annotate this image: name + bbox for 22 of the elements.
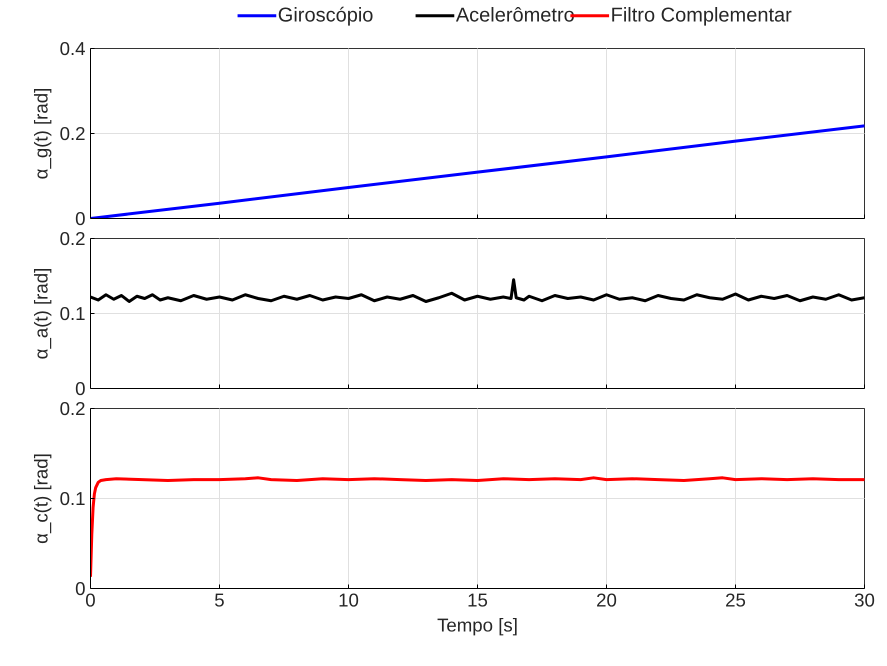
y-tick-label: 0.1	[60, 303, 86, 324]
legend-label: Acelerômetro	[456, 4, 575, 27]
x-tick-label: 10	[338, 590, 359, 610]
x-tick-label: 5	[214, 590, 225, 610]
y-axis-title: α_g(t) [rad]	[30, 88, 52, 180]
x-tick-label: 20	[596, 590, 617, 610]
line-series	[90, 476, 864, 578]
y-tick-label: 0.1	[60, 488, 86, 509]
y-tick-label: 0.2	[60, 228, 86, 249]
y-axis-title: α_c(t) [rad]	[30, 453, 52, 544]
x-axis-title: Tempo [s]	[437, 614, 518, 636]
x-tick-label: 15	[467, 590, 488, 610]
y-tick-label: 0.4	[60, 38, 86, 59]
x-tick-label: 30	[854, 590, 875, 610]
y-axis-title: α_a(t) [rad]	[30, 268, 52, 360]
y-tick-label: 0	[75, 208, 86, 229]
y-tick-label: 0	[75, 378, 86, 399]
legend-label: Filtro Complementar	[610, 4, 792, 27]
x-tick-label: 25	[725, 590, 746, 610]
y-tick-label: 0.2	[60, 398, 86, 419]
y-tick-label: 0.2	[60, 123, 86, 144]
legend-label: Giroscópio	[278, 4, 374, 27]
